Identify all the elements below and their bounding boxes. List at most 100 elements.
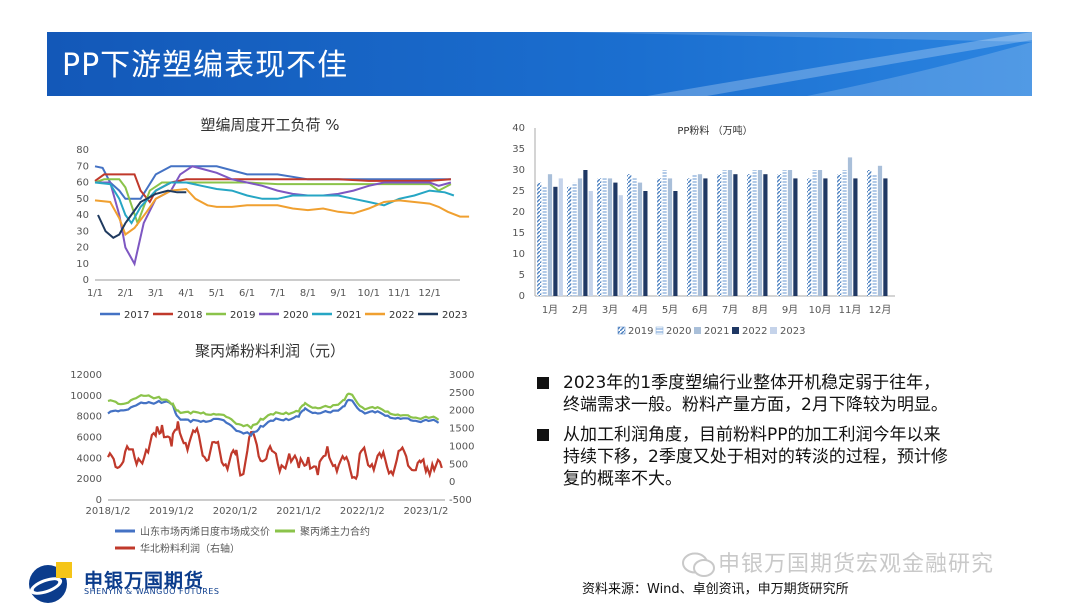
- bar-2022-7月: [733, 174, 738, 296]
- bar-2020-1月: [542, 186, 547, 296]
- bar-2019-12月: [867, 170, 872, 296]
- y-left-tick-label: 12000: [70, 370, 102, 381]
- bar-2021-2月: [577, 178, 583, 296]
- y-tick-label: 0: [519, 291, 525, 302]
- legend-label: 2019: [230, 310, 255, 321]
- bar-2022-9月: [793, 178, 798, 296]
- x-tick-label: 12/1: [418, 288, 440, 299]
- x-tick-label: 8月: [752, 304, 768, 316]
- y-tick-label: 0: [83, 275, 89, 286]
- commentary: 2023年的1季度塑编行业整体开机稳定弱于往年，终端需求一般。粉料产量方面，2月…: [537, 372, 957, 498]
- bar-2021-1月: [547, 174, 553, 296]
- y-tick-label: 10: [76, 259, 89, 270]
- bar-2022-12月: [883, 178, 888, 296]
- series-line: [107, 398, 440, 438]
- legend-label: 2022: [389, 310, 414, 321]
- y-right-tick-label: 2500: [449, 388, 474, 399]
- y-left-tick-label: 4000: [77, 453, 102, 464]
- bullet-square-icon: [537, 429, 549, 441]
- bar-2019-8月: [747, 174, 752, 296]
- x-tick-label: 11/1: [388, 288, 410, 299]
- legend-label: 2018: [177, 310, 202, 321]
- bar-2021-3月: [607, 178, 613, 296]
- bar-2019-7月: [717, 174, 722, 296]
- x-tick-label: 6月: [692, 304, 708, 316]
- chart-pp-profit: 聚丙烯粉料利润（元）020004000600080001000012000-50…: [70, 342, 474, 555]
- x-tick-label: 10/1: [358, 288, 380, 299]
- source-note: 资料来源：Wind、卓创资讯，申万期货研究所: [582, 582, 849, 597]
- x-tick-label: 2019/1/2: [149, 506, 194, 517]
- y-tick-label: 50: [76, 194, 89, 205]
- bar-2021-11月: [847, 157, 853, 296]
- bar-2019-6月: [687, 178, 692, 296]
- x-tick-label: 10月: [809, 304, 832, 316]
- chart-title: 塑编周度开工负荷 %: [200, 116, 339, 134]
- series-line-2020: [95, 165, 452, 267]
- legend-swatch-2020: [655, 326, 664, 335]
- bar-2019-1月: [537, 182, 542, 296]
- x-tick-label: 1月: [542, 304, 558, 316]
- y-right-tick-label: 3000: [449, 370, 474, 381]
- bar-2020-2月: [572, 182, 577, 296]
- y-tick-label: 5: [519, 270, 525, 281]
- chart-pp-powder: PP粉料 （万吨） 0 5 10 15 20 25 30 35 40 1月 2月 3月 4月 5月 6月 7月 8…: [512, 123, 895, 337]
- y-right-tick-label: 2000: [449, 406, 474, 417]
- y-tick-label: 35: [512, 144, 525, 155]
- x-tick-label: 3月: [602, 304, 618, 316]
- page-title: PP下游塑编表现不佳: [62, 48, 349, 83]
- series-line: [107, 421, 443, 481]
- bar-2022-4月: [643, 191, 648, 296]
- x-tick-label: 2023/1/2: [403, 506, 448, 517]
- legend-swatch-2019: [617, 326, 626, 335]
- legend-label: 2023: [442, 310, 467, 321]
- bullet-text: 2023年的1季度塑编行业整体开机稳定弱于往年，终端需求一般。粉料产量方面，2月…: [563, 373, 948, 415]
- x-tick-label: 2018/1/2: [86, 506, 131, 517]
- bar-2020-11月: [842, 170, 847, 296]
- bar-2021-6月: [697, 174, 703, 296]
- x-tick-label: 12月: [869, 304, 892, 316]
- bar-2022-11月: [853, 178, 858, 296]
- legend-label: 2020: [283, 310, 308, 321]
- x-tick-label: 5月: [662, 304, 678, 316]
- bar-2021-7月: [727, 170, 733, 296]
- x-tick-label: 2/1: [117, 288, 133, 299]
- bar-2022-2月: [583, 170, 588, 296]
- x-tick-label: 7月: [722, 304, 738, 316]
- x-tick-label: 2月: [572, 304, 588, 316]
- x-tick-label: 8/1: [300, 288, 316, 299]
- legend-label: 2023: [780, 326, 805, 337]
- y-tick-label: 60: [76, 178, 89, 189]
- logo-text: 申银万国期货: [84, 570, 205, 592]
- bar-2020-7月: [722, 170, 727, 296]
- legend-label: 山东市场丙烯日度市场成交价: [140, 525, 270, 538]
- y-right-tick-label: -500: [449, 495, 472, 506]
- bar-2021-12月: [877, 165, 883, 296]
- legend-label: 华北粉料利润（右轴）: [140, 542, 240, 555]
- y-tick-label: 15: [512, 228, 525, 239]
- y-left-tick-label: 0: [96, 495, 102, 506]
- x-tick-label: 6/1: [239, 288, 255, 299]
- bullet-1: 2023年的1季度塑编行业整体开机稳定弱于往年，终端需求一般。粉料产量方面，2月…: [537, 372, 957, 416]
- y-tick-label: 30: [76, 226, 89, 237]
- y-tick-label: 25: [512, 186, 525, 197]
- bar-2019-2月: [567, 186, 572, 296]
- y-tick-label: 80: [76, 145, 89, 156]
- bar-2020-9月: [782, 170, 787, 296]
- series-line-2019: [94, 178, 452, 227]
- bar-2022-6月: [703, 178, 708, 296]
- legend-label: 2020: [666, 326, 691, 337]
- watermark: 申银万国期货宏观金融研究: [718, 552, 995, 577]
- legend-label: 2022: [742, 326, 767, 337]
- bar-2020-12月: [872, 174, 877, 296]
- series-line-2018: [94, 173, 451, 204]
- legend-label: 聚丙烯主力合约: [300, 525, 370, 538]
- bar-2021-10月: [817, 170, 823, 296]
- bar-2019-5月: [657, 178, 662, 296]
- x-tick-label: 4/1: [178, 288, 194, 299]
- series-line: [107, 392, 440, 430]
- bar-2019-10月: [807, 178, 812, 296]
- legend-label: 2021: [336, 310, 361, 321]
- bar-2020-8月: [752, 170, 757, 296]
- title-banner: [47, 32, 1032, 96]
- bar-2023-3月: [618, 195, 623, 296]
